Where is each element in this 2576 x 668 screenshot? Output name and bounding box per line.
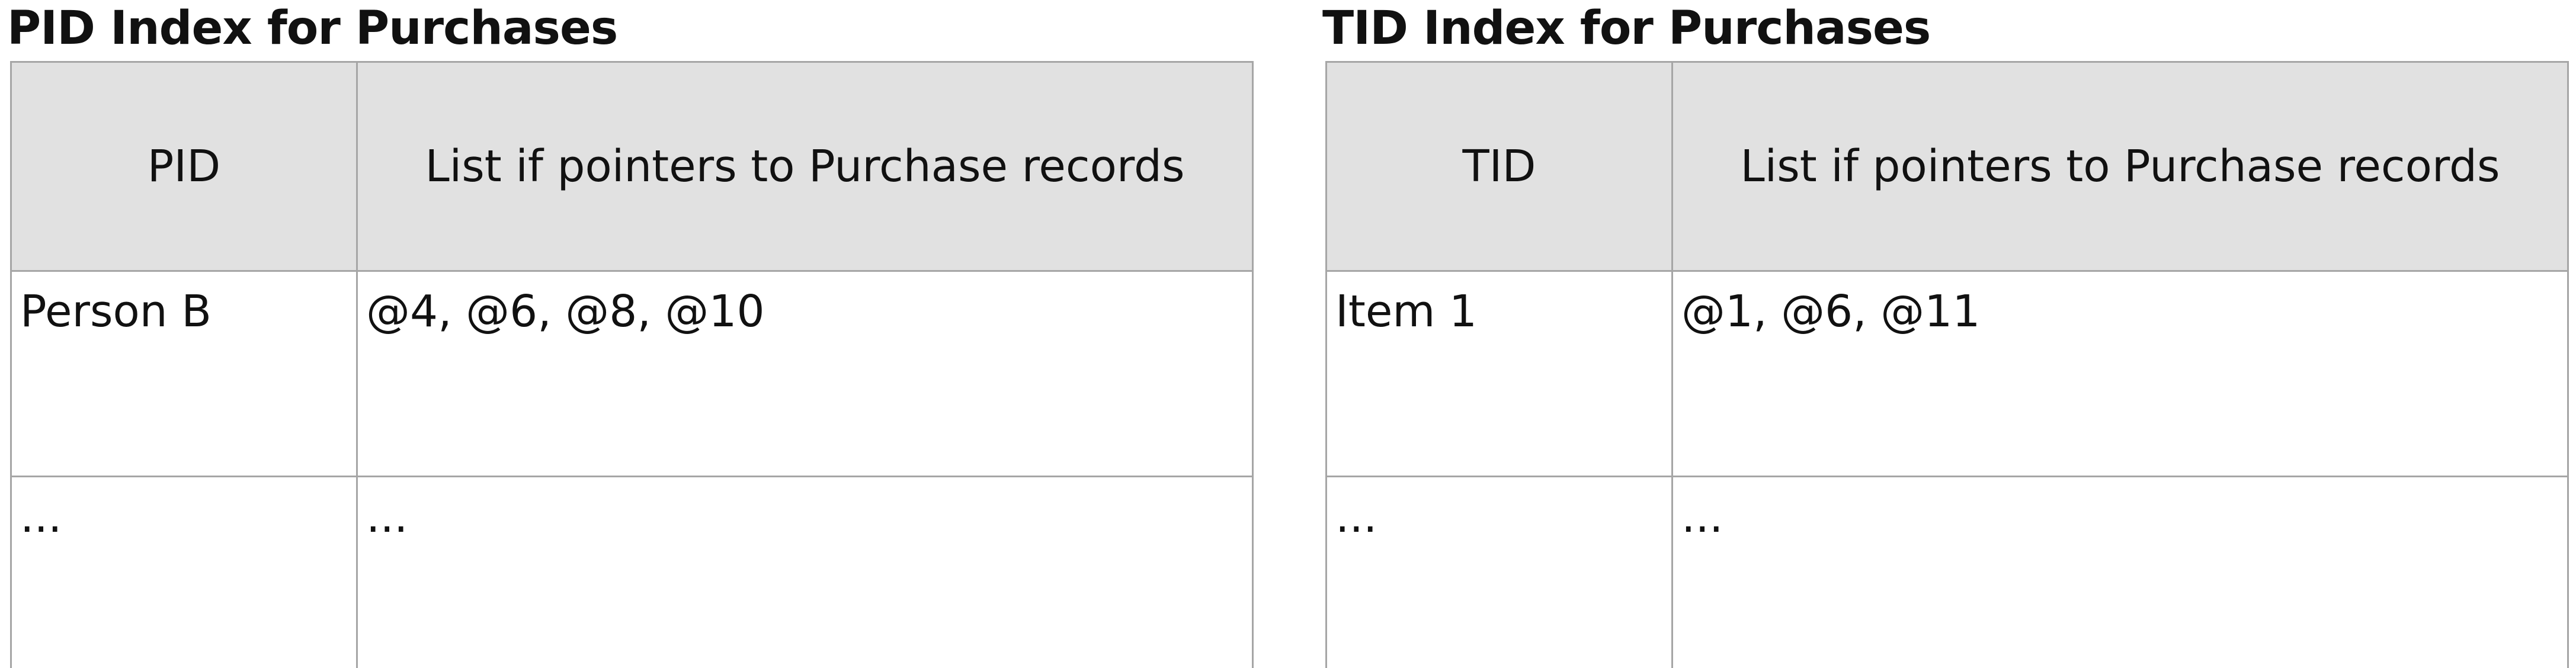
tid-index-title: TID Index for Purchases: [1322, 2, 1931, 55]
column-header-tid: TID: [1325, 61, 1673, 272]
table-row: ... ...: [1325, 476, 2569, 668]
table-row: Person B @4, @6, @8, @10: [10, 270, 1254, 477]
table-header-row: PID List if pointers to Purchase records: [10, 61, 1254, 272]
table-row: ... ...: [10, 476, 1254, 668]
pointers-cell: ...: [1671, 476, 2569, 668]
pointers-cell: ...: [356, 476, 1254, 668]
tid-index-table: TID List if pointers to Purchase records…: [1325, 61, 2569, 668]
pointers-cell: @1, @6, @11: [1671, 270, 2569, 477]
pointers-cell: @4, @6, @8, @10: [356, 270, 1254, 477]
pid-index-table: PID List if pointers to Purchase records…: [10, 61, 1254, 668]
pid-index-title: PID Index for Purchases: [7, 2, 618, 55]
column-header-pid: PID: [10, 61, 358, 272]
pid-cell: ...: [10, 476, 358, 668]
table-header-row: TID List if pointers to Purchase records: [1325, 61, 2569, 272]
column-header-pointers: List if pointers to Purchase records: [1671, 61, 2569, 272]
tid-cell: ...: [1325, 476, 1673, 668]
tid-cell: Item 1: [1325, 270, 1673, 477]
table-row: Item 1 @1, @6, @11: [1325, 270, 2569, 477]
column-header-pointers: List if pointers to Purchase records: [356, 61, 1254, 272]
pid-cell: Person B: [10, 270, 358, 477]
